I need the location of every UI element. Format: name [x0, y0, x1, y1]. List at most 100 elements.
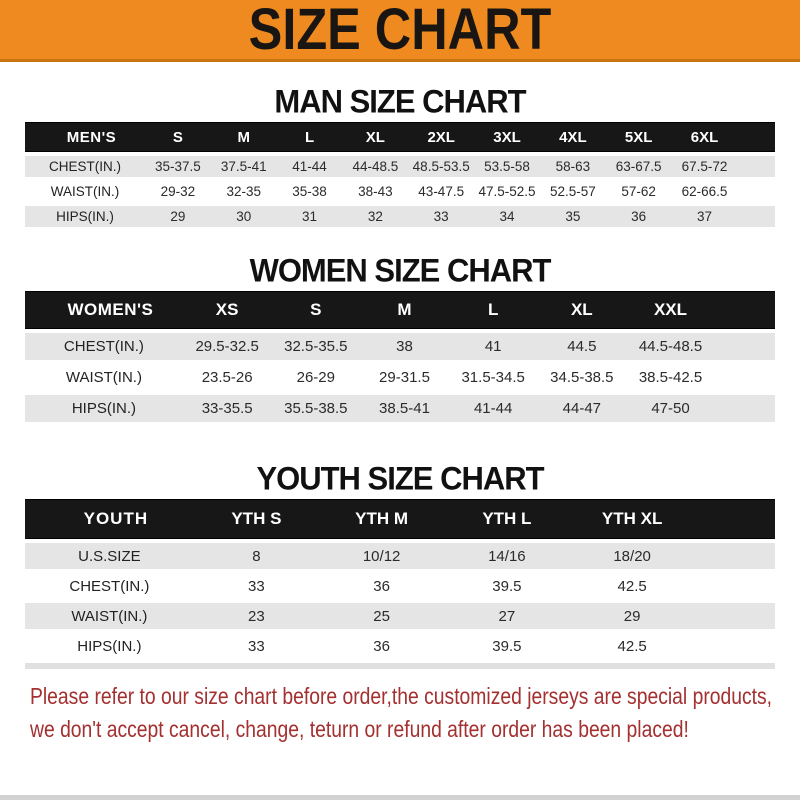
row-label: CHEST(IN.): [25, 333, 183, 360]
cell: 62-66.5: [671, 181, 738, 202]
men-col-header: 3XL: [474, 122, 540, 152]
row-label: CHEST(IN.): [25, 156, 145, 177]
spacer-cell: [694, 603, 775, 629]
cell: 38: [360, 333, 449, 360]
cell: 48.5-53.5: [408, 156, 475, 177]
women-table-label: WOMEN'S: [25, 291, 183, 329]
women-col-header: L: [448, 291, 538, 329]
women-col-header: M: [360, 291, 449, 329]
cell: 47.5-52.5: [474, 181, 540, 202]
youth-col-header: YTH L: [444, 499, 570, 539]
cell: 36: [319, 573, 445, 599]
men-col-header: 2XL: [408, 122, 475, 152]
table-row: HIPS(IN.) 29 30 31 32 33 34 35 36 37: [25, 206, 775, 227]
spacer-cell: [737, 181, 775, 202]
cell: 41: [448, 333, 538, 360]
cell: 43-47.5: [408, 181, 475, 202]
men-table-label: MEN'S: [25, 122, 145, 152]
men-col-header: 5XL: [605, 122, 672, 152]
table-row: CHEST(IN.) 29.5-32.5 32.5-35.5 38 41 44.…: [25, 333, 775, 360]
cell: 8: [193, 543, 319, 569]
men-section: MAN SIZE CHART MEN'S S M L XL 2XL 3XL 4X…: [0, 83, 800, 231]
cell: 37.5-41: [210, 156, 277, 177]
cell: 23: [193, 603, 319, 629]
footer-line: we don't accept cancel, change, teturn o…: [30, 716, 689, 742]
spacer-cell: [25, 663, 775, 669]
women-col-header: S: [271, 291, 361, 329]
men-section-heading: MAN SIZE CHART: [274, 83, 526, 120]
table-row: CHEST(IN.) 35-37.5 37.5-41 41-44 44-48.5…: [25, 156, 775, 177]
women-col-header: XXL: [626, 291, 715, 329]
row-label: WAIST(IN.): [25, 181, 145, 202]
footer-note: Please refer to our size chart before or…: [30, 680, 800, 746]
cell: 42.5: [569, 573, 695, 599]
cell: 14/16: [444, 543, 570, 569]
row-label: WAIST(IN.): [25, 364, 183, 391]
cell: 32-35: [210, 181, 277, 202]
cell: 29: [569, 603, 695, 629]
cell: 31.5-34.5: [448, 364, 538, 391]
table-row: WAIST(IN.) 23 25 27 29: [25, 603, 775, 629]
cell: 29-31.5: [360, 364, 449, 391]
spacer-cell: [737, 122, 775, 152]
cell: 44-47: [537, 395, 627, 422]
cell: 33: [193, 633, 319, 659]
cell: 67.5-72: [671, 156, 738, 177]
banner: SIZE CHART: [0, 0, 800, 62]
cell: 44-48.5: [342, 156, 409, 177]
table-row: CHEST(IN.) 33 36 39.5 42.5: [25, 573, 775, 599]
cell: 44.5-48.5: [626, 333, 715, 360]
cell: 32: [342, 206, 409, 227]
cell: 29-32: [144, 181, 211, 202]
cell: 38.5-41: [360, 395, 449, 422]
row-label: HIPS(IN.): [25, 395, 183, 422]
men-size-table: MEN'S S M L XL 2XL 3XL 4XL 5XL 6XL CHEST…: [25, 118, 775, 231]
cell: 36: [319, 633, 445, 659]
spacer-cell: [714, 291, 775, 329]
page-title: SIZE CHART: [248, 0, 552, 62]
footer-line: Please refer to our size chart before or…: [30, 683, 773, 709]
table-row: WAIST(IN.) 29-32 32-35 35-38 38-43 43-47…: [25, 181, 775, 202]
row-label: CHEST(IN.): [25, 573, 194, 599]
cell: 33-35.5: [182, 395, 272, 422]
cell: 53.5-58: [474, 156, 540, 177]
women-size-table: WOMEN'S XS S M L XL XXL CHEST(IN.) 29.5-…: [25, 287, 775, 426]
spacer-cell: [694, 499, 775, 539]
cell: 34.5-38.5: [537, 364, 627, 391]
spacer-cell: [737, 206, 775, 227]
cell: 33: [408, 206, 475, 227]
women-section-heading: WOMEN SIZE CHART: [249, 252, 552, 289]
spacer-cell: [694, 543, 775, 569]
row-label: HIPS(IN.): [25, 206, 145, 227]
cell: 44.5: [537, 333, 627, 360]
cell: 26-29: [271, 364, 361, 391]
bottom-strip: [0, 795, 800, 800]
cell: 39.5: [444, 633, 570, 659]
youth-header-row: YOUTH YTH S YTH M YTH L YTH XL: [25, 499, 775, 539]
spacer-cell: [694, 573, 775, 599]
cell: 57-62: [605, 181, 672, 202]
cell: 63-67.5: [605, 156, 672, 177]
spacer-cell: [714, 395, 775, 422]
cell: 29.5-32.5: [182, 333, 272, 360]
cell: 39.5: [444, 573, 570, 599]
table-row: HIPS(IN.) 33 36 39.5 42.5: [25, 633, 775, 659]
cell: 38.5-42.5: [626, 364, 715, 391]
row-label: HIPS(IN.): [25, 633, 194, 659]
spacer-cell: [737, 156, 775, 177]
youth-section: YOUTH SIZE CHART YOUTH YTH S YTH M YTH L…: [0, 462, 800, 673]
table-row: U.S.SIZE 8 10/12 14/16 18/20: [25, 543, 775, 569]
cell: 18/20: [569, 543, 695, 569]
women-col-header: XL: [537, 291, 627, 329]
cell: 58-63: [539, 156, 606, 177]
cell: 30: [210, 206, 277, 227]
table-row: HIPS(IN.) 33-35.5 35.5-38.5 38.5-41 41-4…: [25, 395, 775, 422]
youth-col-header: YTH S: [193, 499, 319, 539]
cell: 32.5-35.5: [271, 333, 361, 360]
men-col-header: L: [276, 122, 343, 152]
men-col-header: M: [210, 122, 277, 152]
youth-size-table: YOUTH YTH S YTH M YTH L YTH XL U.S.SIZE …: [25, 495, 775, 673]
cell: 27: [444, 603, 570, 629]
spacer-cell: [694, 633, 775, 659]
youth-col-header: YTH XL: [569, 499, 695, 539]
